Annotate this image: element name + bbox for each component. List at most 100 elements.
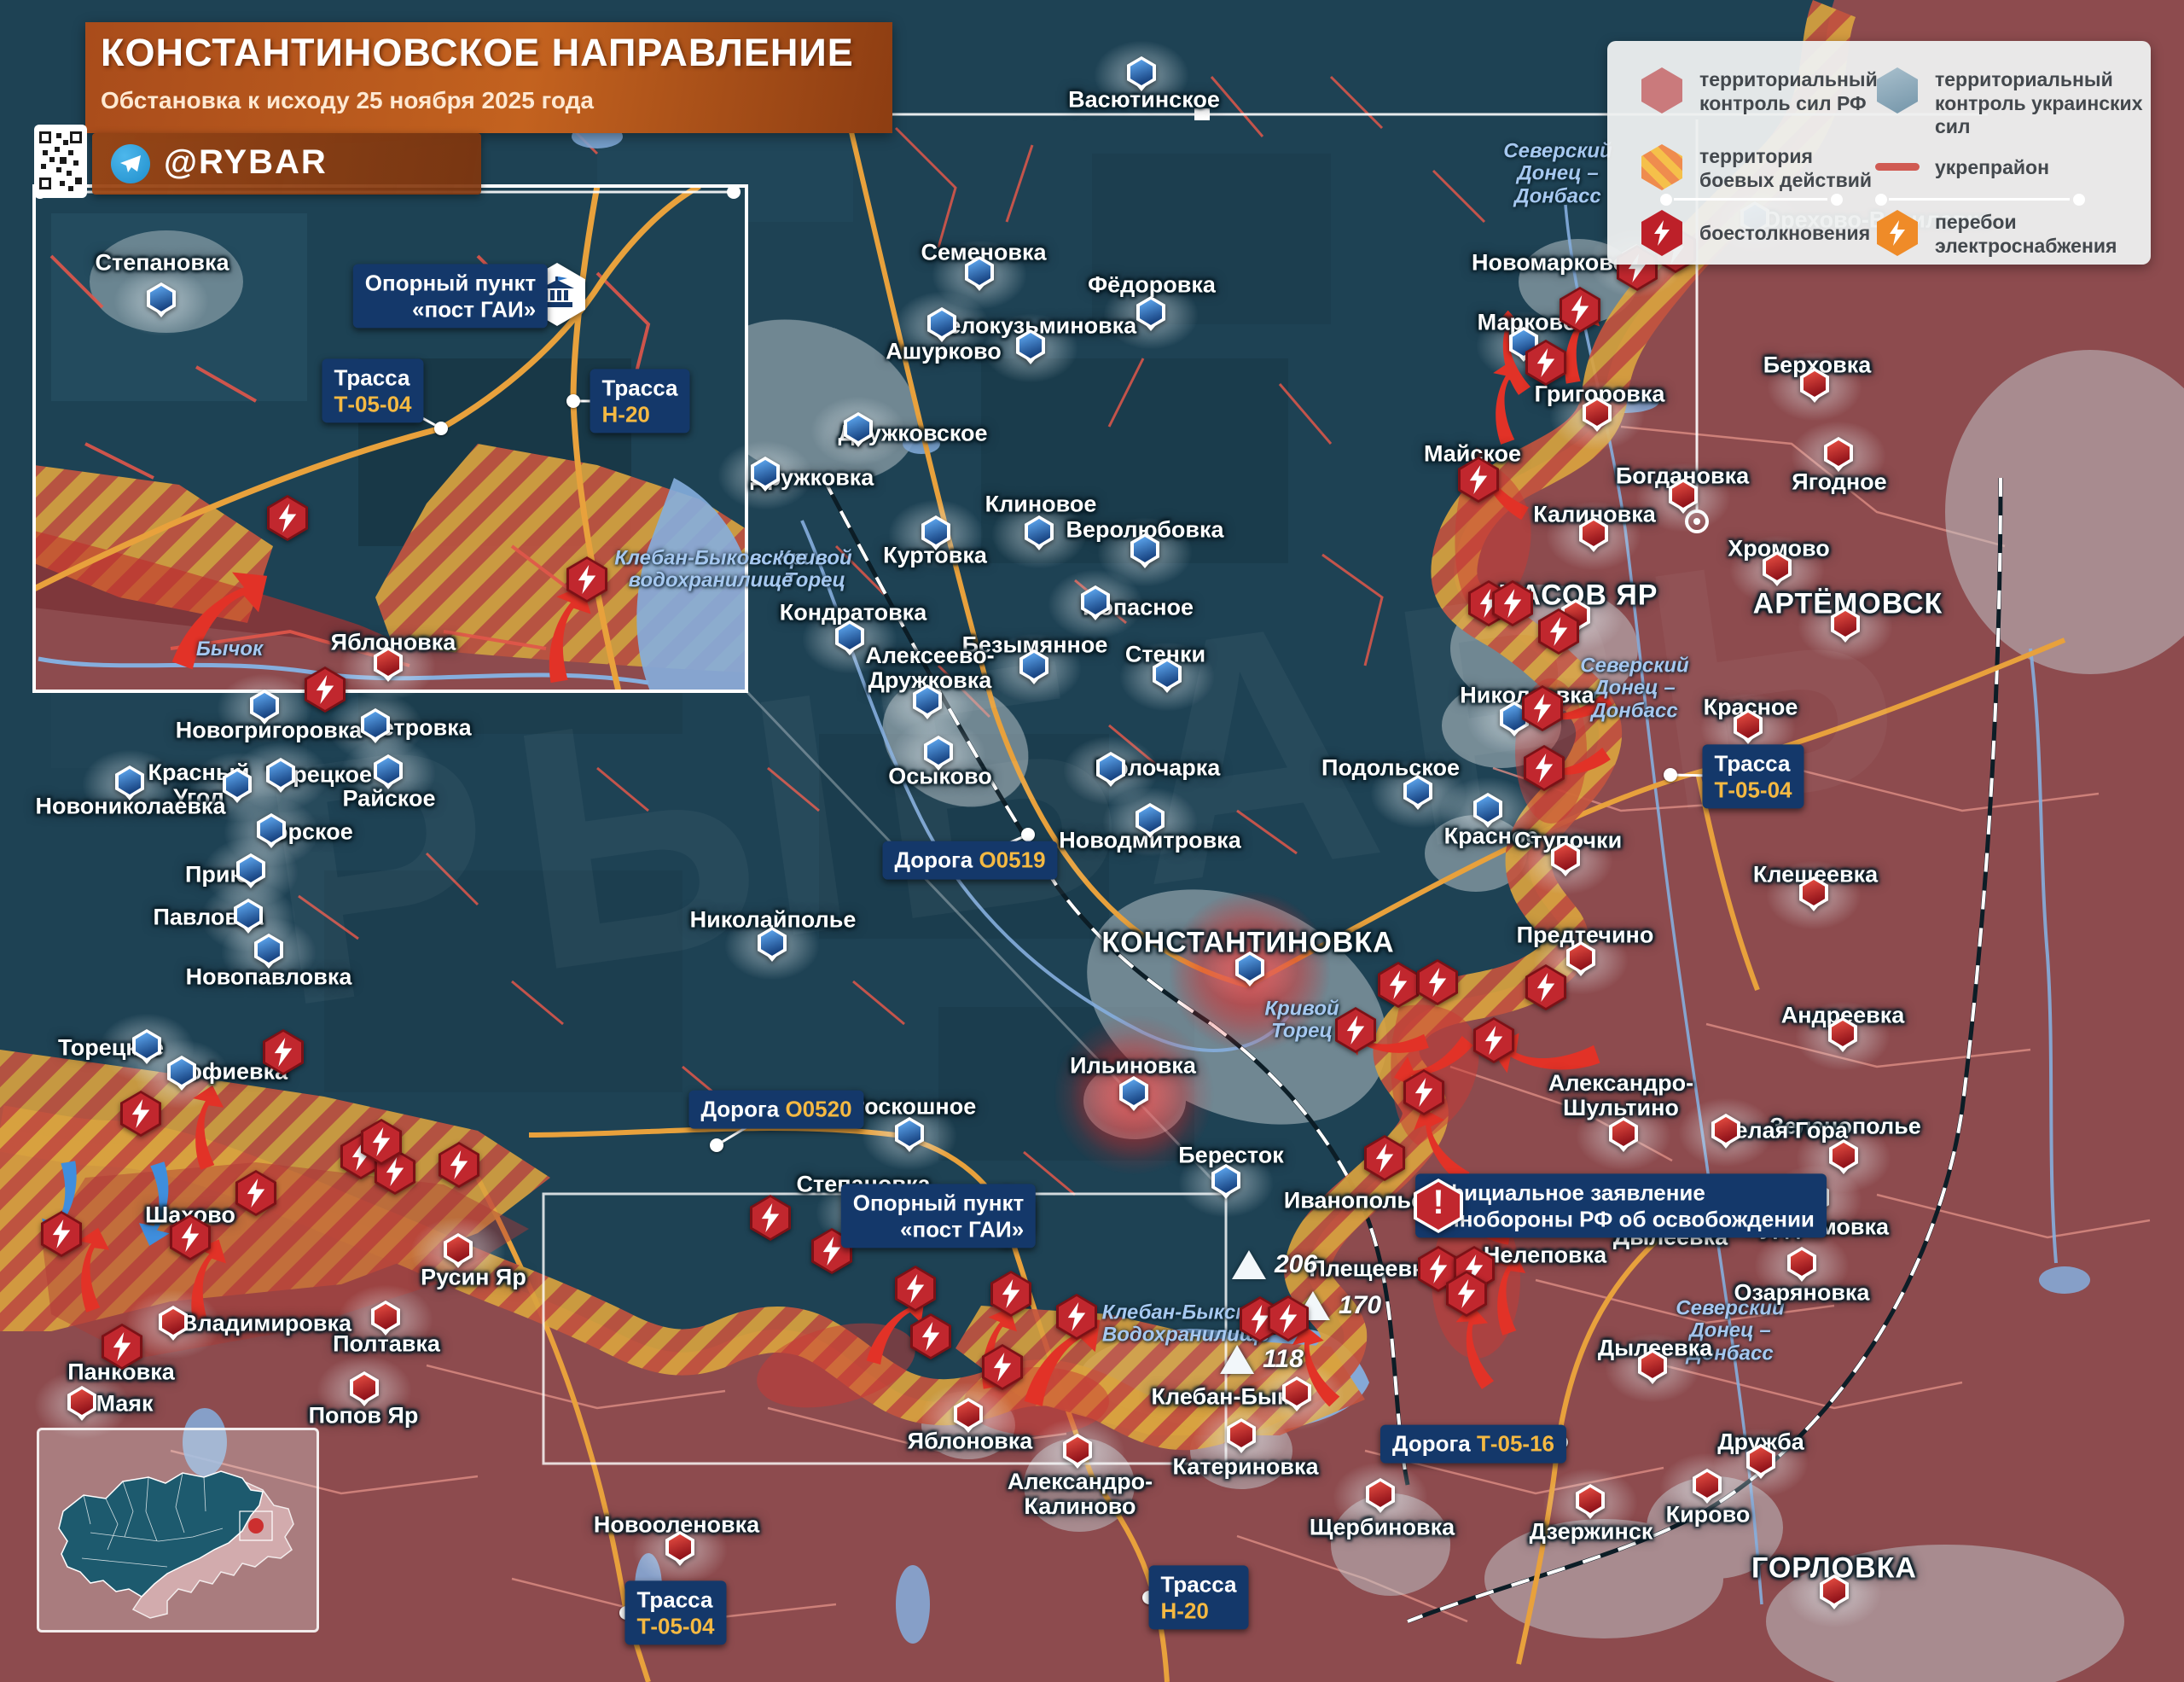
settlement-label: Плещеевка <box>1309 1255 1437 1282</box>
road-chip-text: Трасса <box>601 375 678 401</box>
clash-icon <box>1378 962 1419 1008</box>
settlement-marker-ua <box>1473 792 1502 828</box>
road-chip: Трасса Н-20 <box>1148 1565 1249 1630</box>
road-chip-text: Дорога <box>1391 1430 1477 1457</box>
clash-icon <box>1403 1069 1444 1115</box>
clash-icon <box>1364 1135 1405 1181</box>
road-chip-text: О0519 <box>979 847 1046 873</box>
settlement-marker-rf <box>1820 1574 1849 1609</box>
settlement-marker-ua <box>921 515 950 550</box>
road-chip-text: Трасса <box>1160 1571 1237 1598</box>
settlement-label: Степановка <box>95 249 229 276</box>
road-chip-text: Н-20 <box>601 401 650 427</box>
height-mark: 118 <box>1220 1345 1304 1374</box>
road-chip: Дорога О0520 <box>688 1090 864 1129</box>
settlement-label: Красный Угол <box>148 759 250 810</box>
legend-combat-zone-label: территория боевых действий <box>1699 145 1873 191</box>
settlement-marker-rf <box>1282 1376 1311 1411</box>
legend-ua-icon <box>1877 67 1918 113</box>
settlement-label: Бересток <box>1178 1142 1284 1168</box>
settlement-marker-ua <box>1235 951 1264 987</box>
settlement-marker-ua <box>895 1116 924 1152</box>
road-leader-dot <box>434 422 448 435</box>
road-chip-text: Дорога <box>700 1096 786 1122</box>
road-chip-text: Т-05-04 <box>636 1613 715 1638</box>
settlement-marker-ua <box>965 255 994 291</box>
road-chip-text: Опорный пункт <box>852 1190 1025 1216</box>
qr-code <box>34 125 87 198</box>
settlement-marker-rf <box>1583 396 1612 432</box>
settlement-marker-rf <box>1693 1468 1722 1504</box>
settlement-label: Райское <box>342 785 436 812</box>
clash-icon <box>750 1195 791 1241</box>
water-label: Северский Донец – Донбасс <box>1580 654 1689 723</box>
legend-divider <box>1674 198 1827 201</box>
legend-rf-label: территориальный контроль сил РФ <box>1699 68 1878 114</box>
settlement-marker-rf <box>1734 708 1763 744</box>
clash-icon <box>990 1271 1031 1317</box>
settlement-marker-ua <box>1130 533 1159 568</box>
settlement-marker-rf <box>444 1232 473 1268</box>
settlement-marker-ua <box>1127 55 1156 91</box>
settlement-marker-rf <box>1579 516 1608 552</box>
rf-advance-arrow <box>170 555 277 687</box>
road-chip-text: Дорога <box>894 847 979 873</box>
clash-icon <box>1525 340 1566 386</box>
road-chip-text: Н-20 <box>1160 1598 1209 1623</box>
clash-icon <box>910 1313 951 1359</box>
legend-power-label: перебои электроснабжения <box>1935 211 2117 257</box>
road-chip-text: О0520 <box>785 1096 852 1122</box>
settlement-label: Щербиновка <box>1309 1514 1455 1540</box>
settlement-marker-ua <box>1019 649 1048 684</box>
clash-icon <box>895 1266 936 1312</box>
clash-icon <box>1473 1017 1514 1063</box>
settlement-label: Новомарково <box>1472 249 1627 276</box>
settlement-label: Ягодное <box>1792 469 1887 495</box>
legend-fortified-icon <box>1875 163 1920 171</box>
road-chip-text: «пост ГАИ» <box>412 296 537 322</box>
settlement-label: Ашурково <box>886 338 1002 364</box>
clash-icon <box>1522 685 1563 731</box>
settlement-label: Нелеповка <box>1483 1242 1607 1268</box>
settlement-marker-rf <box>350 1371 379 1406</box>
settlement-marker-rf <box>1746 1443 1775 1479</box>
clash-icon <box>263 1029 304 1075</box>
settlement-marker-rf <box>1576 1483 1605 1519</box>
settlement-marker-ua <box>913 684 942 719</box>
road-chip: Трасса Т-05-04 <box>624 1580 727 1645</box>
clash-icon <box>566 556 607 602</box>
settlement-label: Новооленовка <box>593 1511 760 1538</box>
settlement-marker-ua <box>844 411 873 447</box>
settlement-marker-rf <box>1763 550 1792 586</box>
road-chip: Опорный пункт «пост ГАИ» <box>840 1184 1037 1248</box>
settlement-label: Предтечино <box>1516 922 1654 948</box>
mod-statement-callout: Официальное заявление Минобороны РФ об о… <box>1415 1173 1827 1238</box>
settlement-marker-rf <box>1551 841 1580 876</box>
clash-icon <box>1492 580 1533 626</box>
road-chip-text: Опорный пункт <box>364 270 537 296</box>
settlement-marker-ua <box>1136 802 1165 838</box>
settlement-marker-rf <box>371 1300 400 1336</box>
settlement-marker-rf <box>1824 436 1853 472</box>
clash-icon <box>1446 1271 1487 1317</box>
road-chip: Трасса Н-20 <box>590 369 690 434</box>
clash-icon <box>1458 457 1499 503</box>
settlement-marker-rf <box>1227 1417 1256 1453</box>
page-subtitle: Обстановка к исходу 25 ноября 2025 года <box>101 87 594 113</box>
settlement-marker-ua <box>374 754 403 789</box>
settlement-marker-rf <box>1828 1016 1857 1052</box>
settlement-marker-ua <box>257 812 286 848</box>
settlement-marker-rf <box>1787 1246 1816 1282</box>
settlement-marker-ua <box>1119 1075 1148 1111</box>
rybar-handle: @RYBAR <box>164 143 328 181</box>
settlement-marker-ua <box>1211 1163 1240 1199</box>
road-leader-dot <box>710 1138 723 1152</box>
settlement-label: Подольское <box>1321 754 1460 781</box>
settlement-label: Ильиновка <box>1070 1052 1196 1079</box>
settlement-marker-rf <box>159 1305 188 1341</box>
clash-icon <box>1524 745 1565 791</box>
road-chip-text: Трасса <box>636 1586 713 1613</box>
settlement-marker-ua <box>132 1028 161 1064</box>
water-label: Клебан-Быковское водохранилище <box>614 546 807 592</box>
